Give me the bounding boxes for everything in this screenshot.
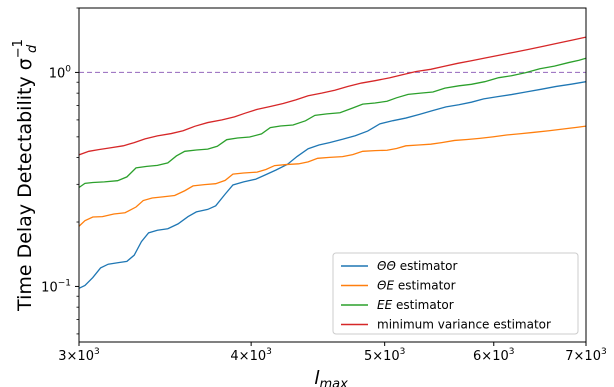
x-tick-label-2: 5×103 — [364, 347, 405, 364]
legend-label-3: minimum variance estimator — [377, 318, 551, 332]
legend-label-1: ΘE estimator — [377, 279, 456, 293]
y-tick-label-0: 10−1 — [41, 278, 71, 295]
y-axis-label-sup: −1 — [11, 39, 26, 58]
y-tick-label-1: 100 — [49, 64, 72, 81]
x-tick-label-0: 3×103 — [58, 347, 99, 364]
x-tick-label-1: 4×103 — [230, 347, 271, 364]
legend-box — [332, 252, 579, 335]
series-line-1 — [79, 125, 586, 227]
x-tick-label-3: 6×103 — [473, 347, 514, 364]
legend-label-0: ΘΘ estimator — [377, 259, 457, 273]
y-axis-label-sub: d — [25, 44, 40, 53]
legend-label-2: EE estimator — [377, 298, 454, 312]
series-group — [79, 36, 586, 289]
legend: ΘΘ estimator ΘE estimator EE estimator mini… — [332, 252, 579, 335]
y-axis: 10−1 100 — [41, 7, 79, 335]
x-axis-label-sub: max — [319, 377, 348, 387]
x-tick-label-4: 7×103 — [565, 347, 606, 364]
y-axis-label: Time Delay Detectability σ−1d — [11, 39, 40, 312]
series-line-2 — [79, 57, 586, 189]
series-line-3 — [79, 36, 586, 156]
x-axis: 3×103 4×103 5×103 6×103 7×103 — [58, 342, 607, 364]
x-axis-label: lmax — [314, 367, 348, 387]
plot-frame — [78, 7, 587, 343]
